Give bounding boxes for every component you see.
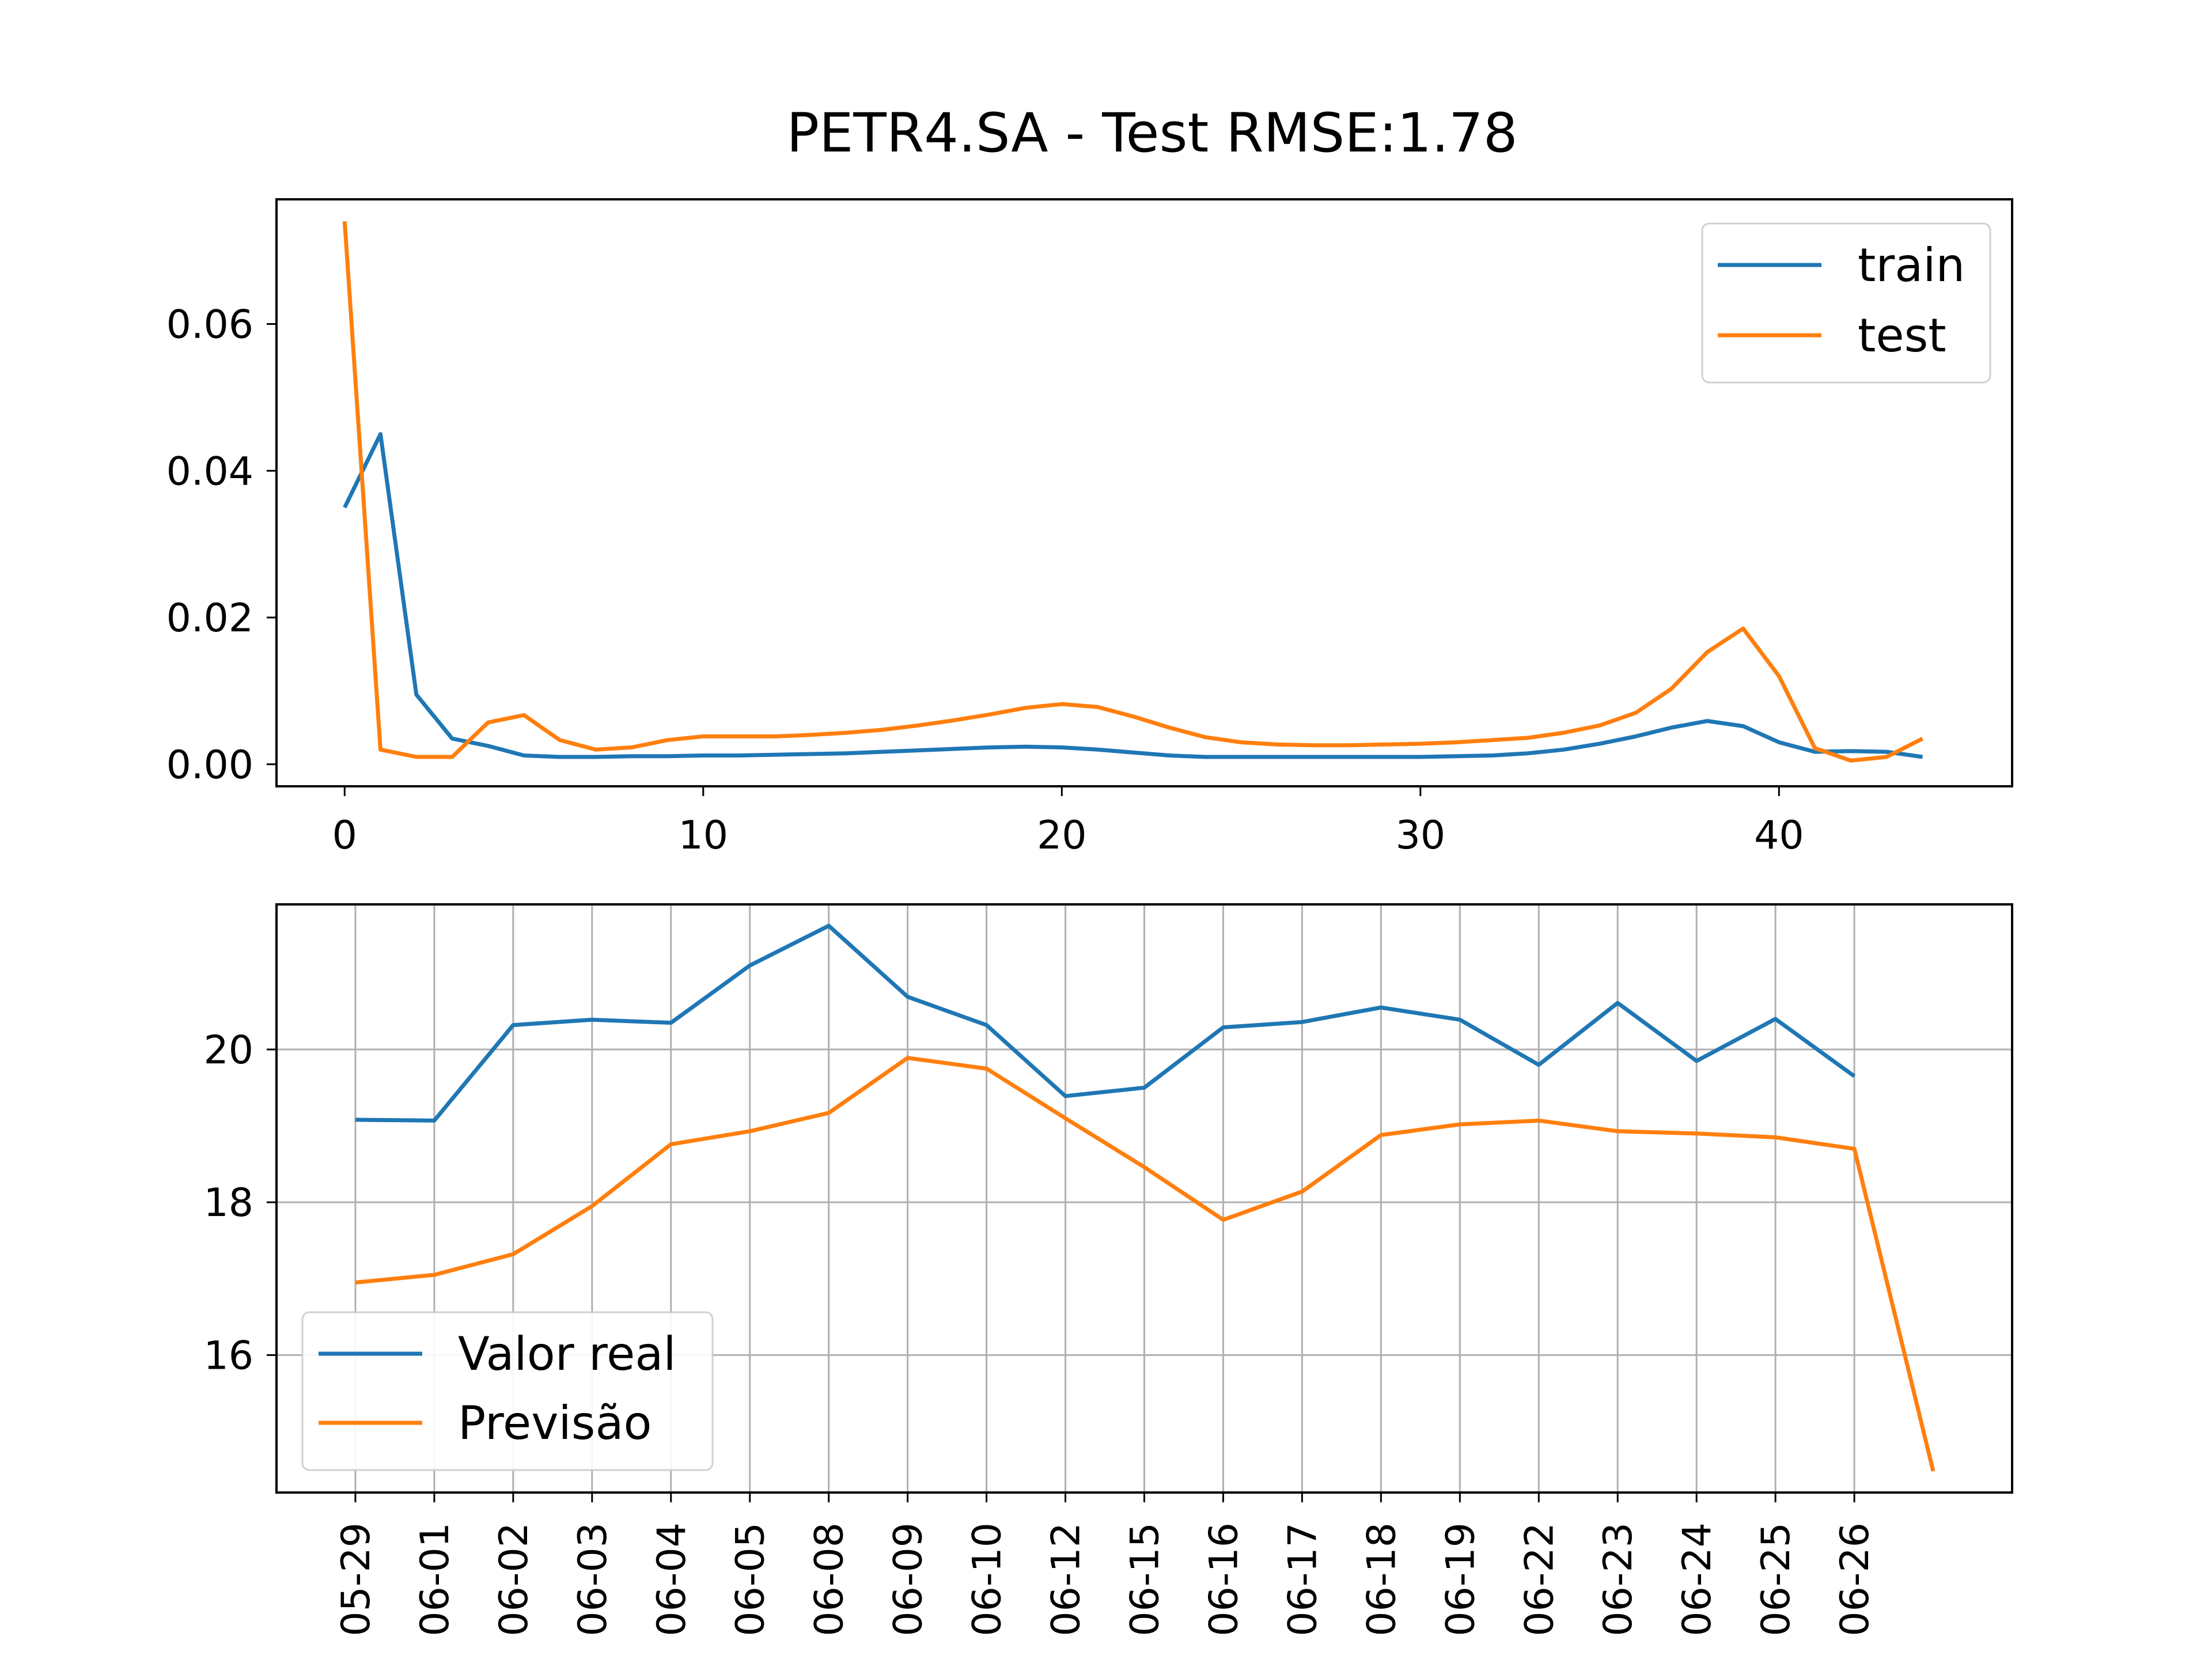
- y-tick-label: 18: [203, 1180, 253, 1226]
- series-line-test: [342, 221, 1923, 763]
- loss-plot-frame: [275, 198, 2013, 787]
- x-tick-label: 06-09: [886, 1522, 931, 1637]
- y-tick-label: 0.02: [166, 596, 253, 641]
- y-tick-label: 0.06: [166, 302, 253, 348]
- series-line-train: [343, 432, 1923, 759]
- x-tick-label: 06-24: [1675, 1522, 1720, 1637]
- x-tick-label: 06-04: [649, 1522, 695, 1637]
- x-tick-label: 06-22: [1517, 1522, 1562, 1637]
- legend-train-label: train: [1858, 238, 1965, 292]
- x-tick-label: 06-18: [1359, 1522, 1404, 1637]
- x-tick-label: 06-05: [728, 1522, 774, 1637]
- x-tick-label: 06-23: [1596, 1522, 1641, 1637]
- x-tick-label: 06-08: [807, 1522, 853, 1637]
- y-tick-label: 0.00: [166, 743, 253, 788]
- x-tick-label: 06-10: [965, 1522, 1010, 1637]
- y-tick-label: 20: [203, 1028, 253, 1073]
- x-tick-label: 06-17: [1280, 1522, 1325, 1637]
- x-tick-label: 30: [1396, 813, 1446, 858]
- loss-plot: 0 10 20 30 40 0.00 0.02 0.04 0.06 train test: [166, 198, 2013, 858]
- x-tick-label: 06-19: [1438, 1522, 1483, 1637]
- legend-valor-real-label: Valor real: [458, 1327, 676, 1381]
- x-tick-label: 10: [679, 813, 729, 858]
- series-line-previs-o: [355, 1056, 1936, 1472]
- legend-previsao-label: Previsão: [458, 1396, 652, 1450]
- forecast-legend: Valor real Previsão: [301, 1311, 714, 1471]
- x-tick-label: 40: [1754, 813, 1804, 858]
- x-tick-label: 06-25: [1753, 1522, 1799, 1637]
- legend-test-label: test: [1858, 309, 1946, 362]
- x-tick-label: 20: [1037, 813, 1087, 858]
- x-tick-label: 05-29: [334, 1522, 379, 1637]
- x-tick-label: 06-02: [491, 1522, 537, 1637]
- loss-legend: train test: [1701, 222, 1991, 384]
- y-tick-label: 0.04: [166, 449, 253, 494]
- x-tick-label: 0: [332, 813, 357, 858]
- x-tick-label: 06-16: [1201, 1522, 1247, 1637]
- forecast-plot: 05-29 06-01 06-02 06-03 06-04 06-05 06-08 06-09…: [203, 903, 2013, 1637]
- x-tick-label: 06-01: [412, 1522, 458, 1637]
- series-line-valor-real: [355, 923, 1856, 1123]
- x-tick-label: 06-12: [1044, 1522, 1089, 1637]
- chart-title: PETR4.SA - Test RMSE:1.78: [786, 102, 1517, 165]
- x-tick-label: 06-26: [1832, 1522, 1878, 1637]
- x-tick-label: 06-03: [570, 1522, 616, 1637]
- y-tick-label: 16: [203, 1333, 253, 1378]
- x-tick-label: 06-15: [1123, 1522, 1168, 1637]
